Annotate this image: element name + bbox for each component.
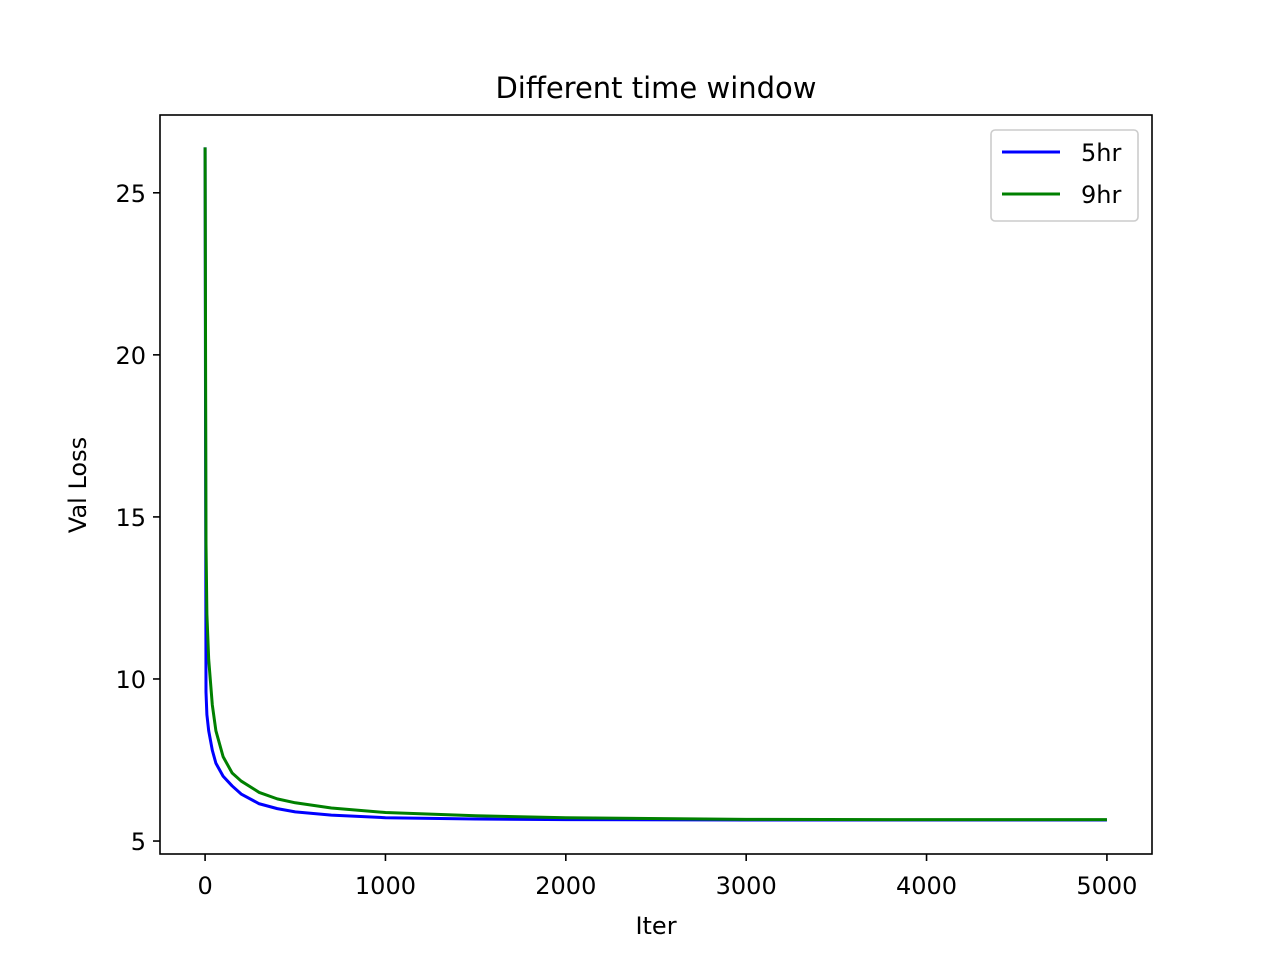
- legend: 5hr 9hr: [990, 129, 1139, 222]
- x-tick-label: 1000: [355, 872, 416, 900]
- x-tick-label: 4000: [896, 872, 957, 900]
- legend-label-9hr: 9hr: [1081, 181, 1121, 209]
- x-tick-label: 5000: [1076, 872, 1137, 900]
- x-axis-label: Iter: [635, 912, 676, 940]
- y-tick-label: 20: [115, 342, 146, 370]
- x-axis-ticks: 0 1000 2000 3000 4000 5000: [197, 854, 1137, 900]
- y-tick-label: 5: [131, 828, 146, 856]
- legend-label-5hr: 5hr: [1081, 139, 1121, 167]
- y-tick-label: 15: [115, 504, 146, 532]
- x-tick-label: 0: [197, 872, 212, 900]
- y-axis-label: Val Loss: [64, 437, 92, 533]
- x-tick-label: 3000: [716, 872, 777, 900]
- plot-frame: [159, 114, 1153, 855]
- y-axis-ticks: 5 10 15 20 25: [115, 180, 160, 856]
- y-tick-label: 10: [115, 666, 146, 694]
- plot-series: [203, 147, 1107, 822]
- y-tick-label: 25: [115, 180, 146, 208]
- series-line-9hr: [203, 147, 1107, 822]
- series-line-5hr: [203, 147, 1107, 822]
- chart-title: Different time window: [495, 71, 816, 105]
- x-tick-label: 2000: [535, 872, 596, 900]
